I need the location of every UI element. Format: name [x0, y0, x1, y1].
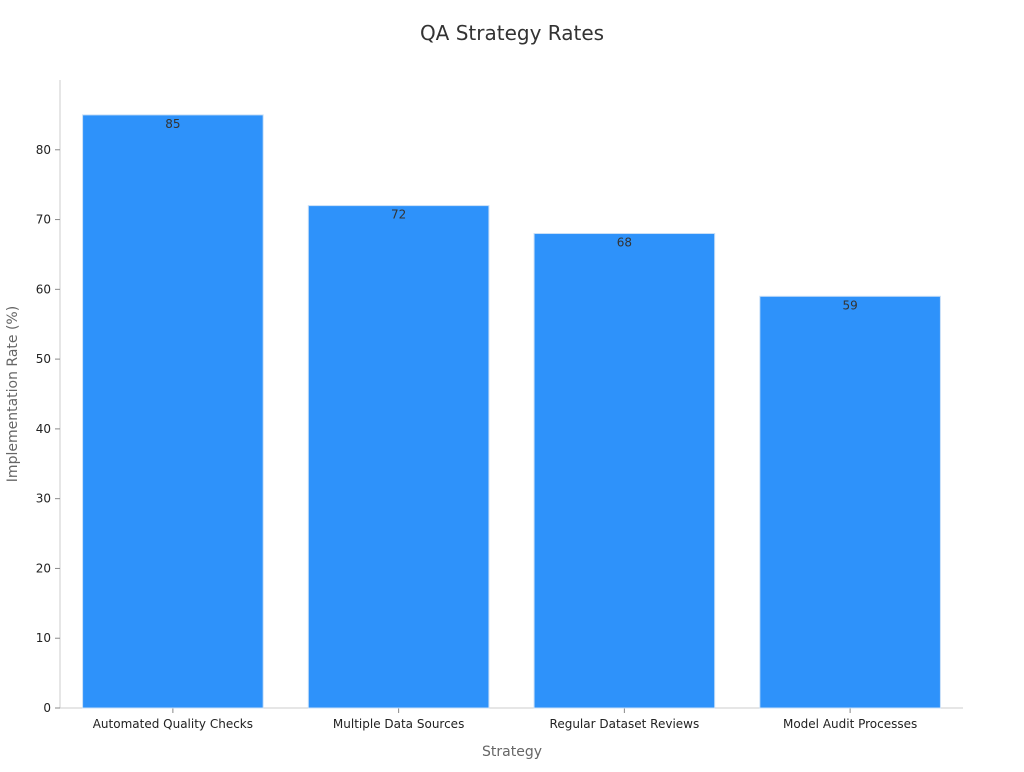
- y-tick-label: 10: [36, 631, 51, 645]
- bar: [82, 114, 264, 709]
- y-tick-label: 50: [36, 352, 51, 366]
- chart-title: QA Strategy Rates: [420, 21, 604, 45]
- y-axis-label: Implementation Rate (%): [5, 306, 21, 482]
- x-axis-label: Strategy: [482, 744, 542, 760]
- x-tick-label: Automated Quality Checks: [93, 717, 253, 731]
- bar: [759, 295, 941, 709]
- bar: [533, 233, 716, 709]
- y-tick-label: 30: [36, 492, 51, 506]
- y-axis: 0 10 20 30 40 50 60 70 80: [36, 80, 61, 715]
- bars-group: [82, 114, 941, 709]
- x-tick-label: Model Audit Processes: [783, 717, 917, 731]
- y-tick-label: 20: [36, 561, 51, 575]
- y-tick-label: 40: [36, 422, 51, 436]
- y-tick-label: 80: [36, 143, 51, 157]
- y-tick-label: 0: [43, 701, 51, 715]
- x-tick-label: Regular Dataset Reviews: [550, 717, 700, 731]
- bar-value-label: 72: [391, 208, 406, 222]
- bar-value-label: 85: [165, 117, 180, 131]
- y-tick-label: 70: [36, 213, 51, 227]
- data-labels-group: 85 72 68 59: [165, 117, 858, 312]
- x-axis: Automated Quality Checks Multiple Data So…: [60, 707, 963, 731]
- bar-value-label: 59: [842, 298, 857, 312]
- bar: [307, 205, 490, 709]
- bar-value-label: 68: [617, 236, 632, 250]
- y-tick-label: 60: [36, 282, 51, 296]
- x-tick-label: Multiple Data Sources: [333, 717, 464, 731]
